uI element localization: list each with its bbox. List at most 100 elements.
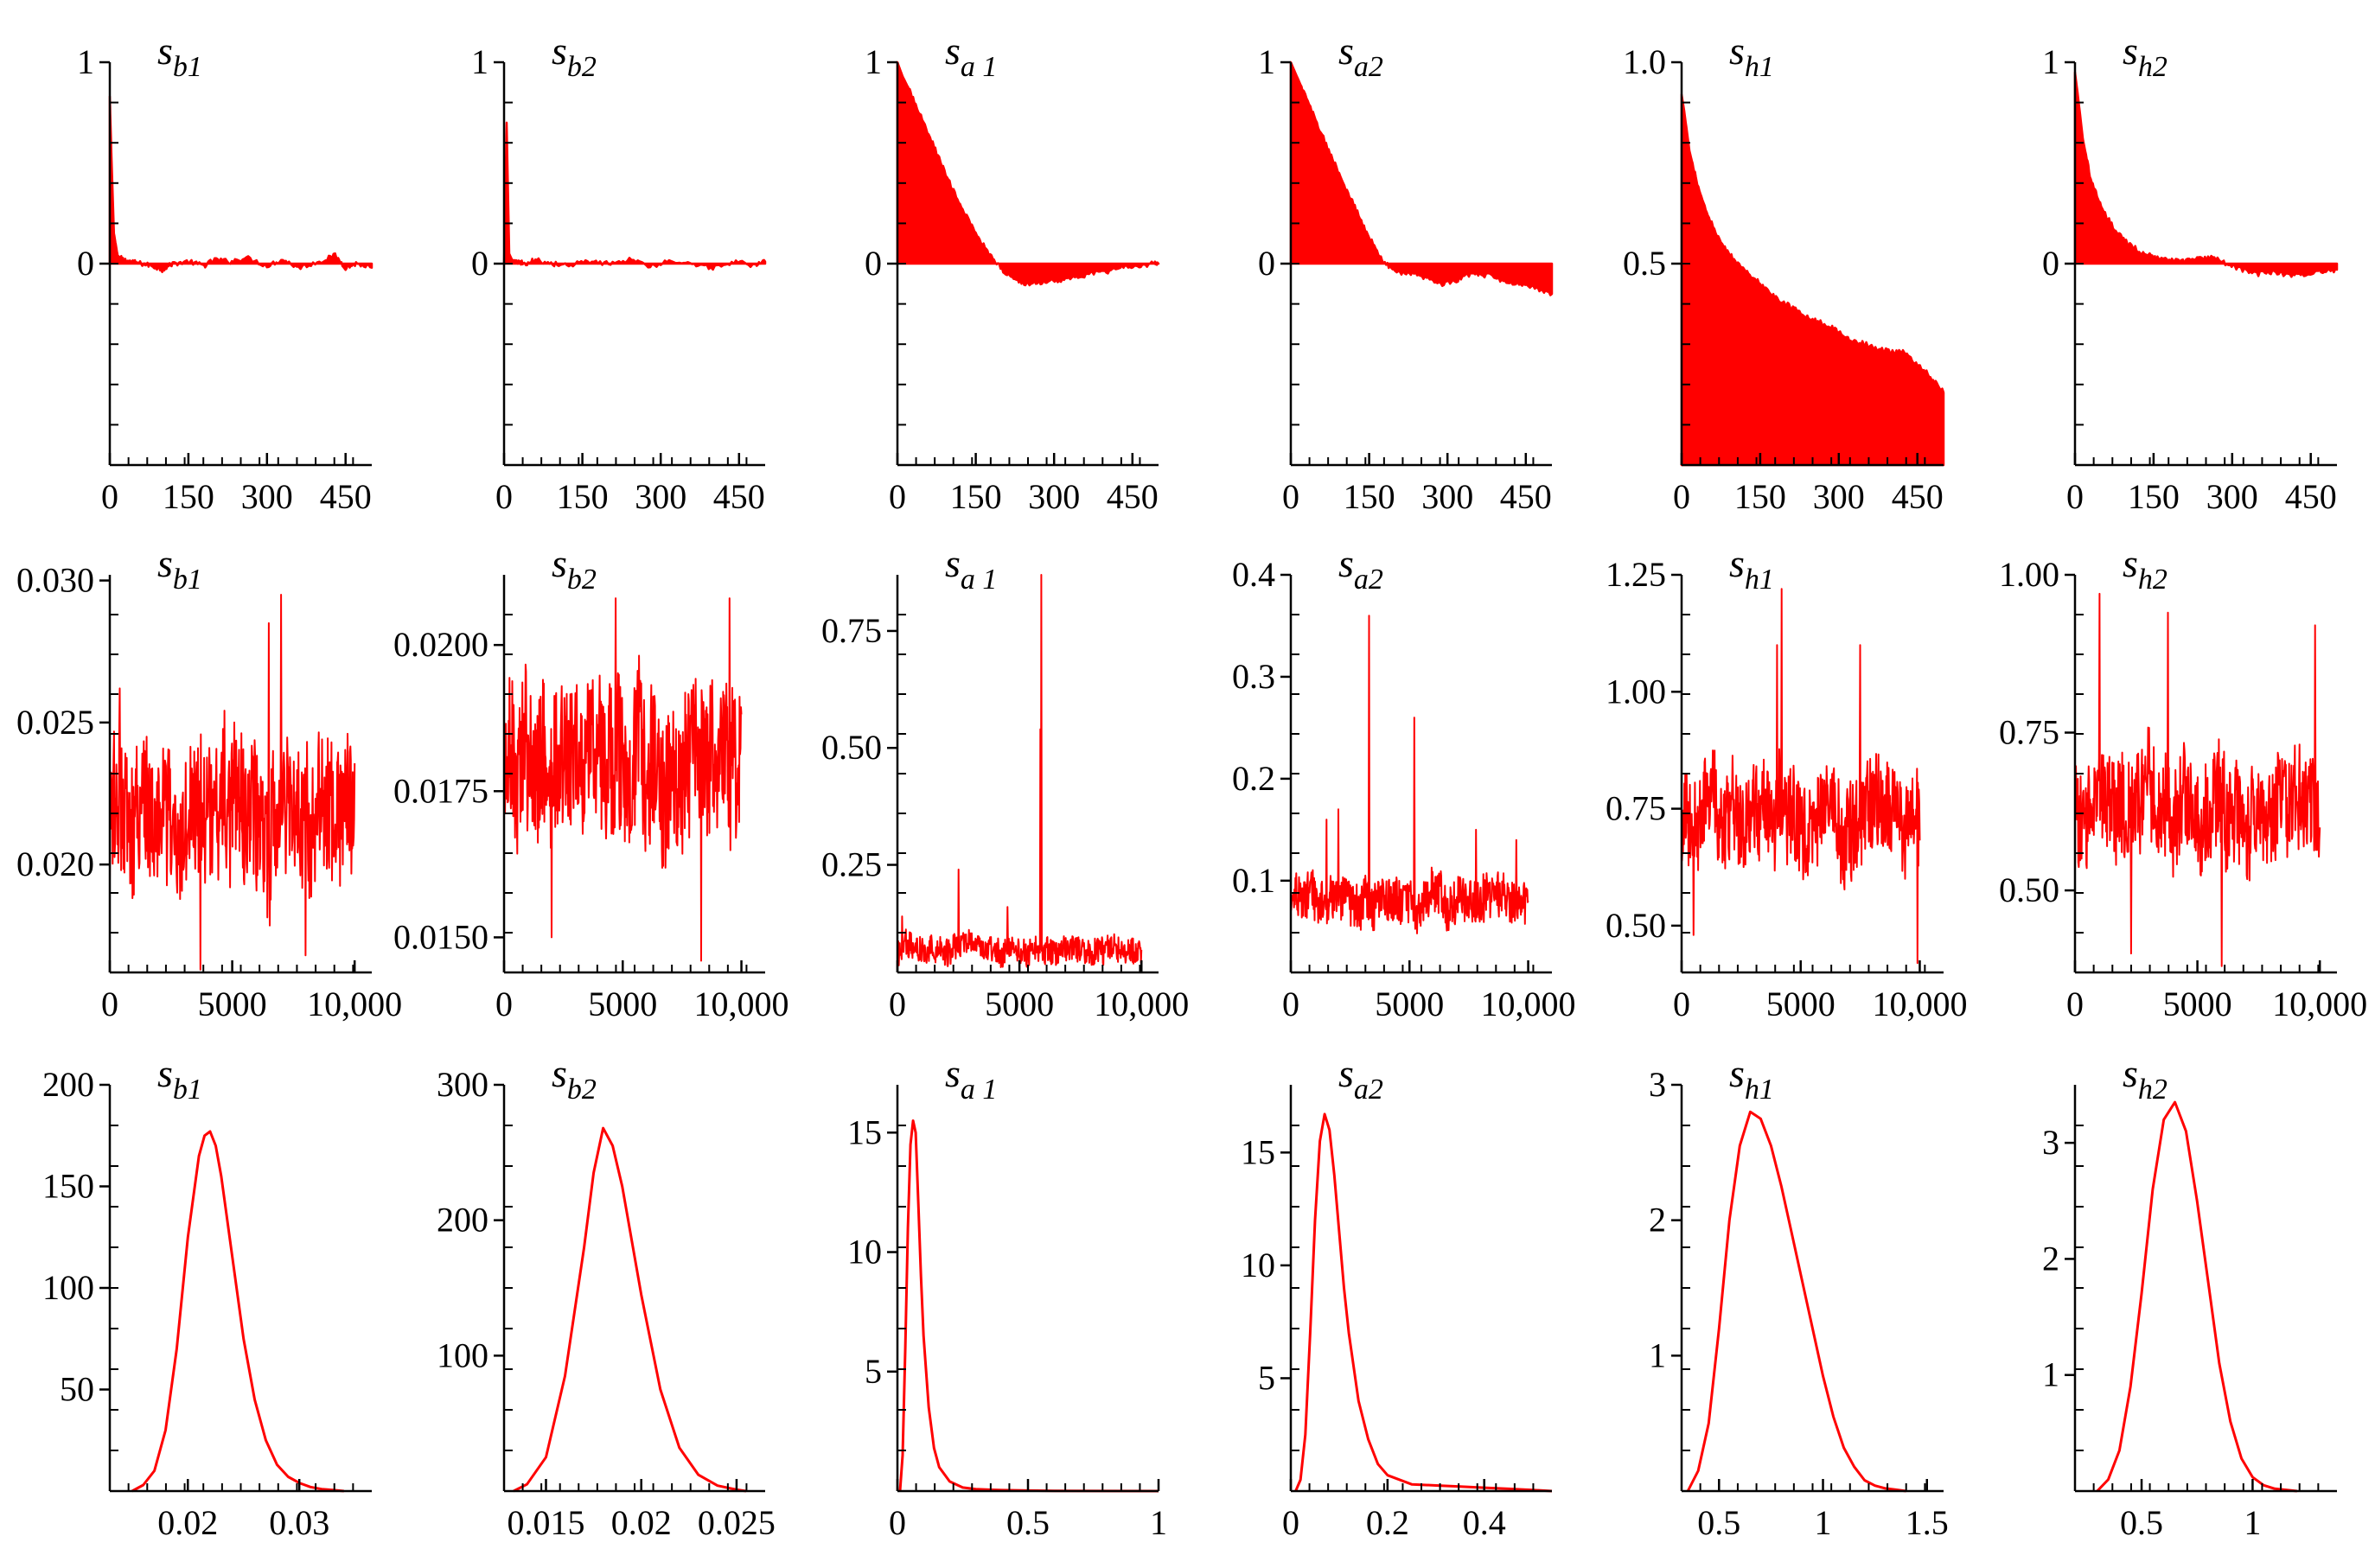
x-tick-label: 5000 — [1766, 985, 1836, 1023]
y-tick-label: 0.4 — [1232, 555, 1275, 594]
y-tick-label: 0.0150 — [393, 917, 488, 956]
y-tick-label: 2 — [1649, 1201, 1666, 1240]
x-tick-label: 150 — [950, 477, 1002, 516]
x-tick-label: 10,000 — [2272, 985, 2367, 1023]
y-tick-label: 0.5 — [1623, 244, 1666, 283]
x-tick-label: 0 — [101, 477, 118, 516]
x-tick-label: 10,000 — [694, 985, 789, 1023]
y-tick-label: 200 — [42, 1065, 94, 1104]
y-tick-label: 0.25 — [821, 845, 882, 884]
x-tick-label: 5000 — [198, 985, 267, 1023]
x-tick-label: 0 — [889, 1503, 906, 1542]
y-tick-label: 3 — [2042, 1123, 2059, 1162]
panel-title: sb1 — [157, 541, 202, 596]
density-curve — [513, 1126, 747, 1493]
x-tick-label: 150 — [2128, 477, 2180, 516]
trace-line — [2074, 592, 2321, 967]
panel-r1-c5: 1.0 0.5 0 150 300 450 sh1 — [1623, 29, 1945, 516]
panel-title: sb2 — [552, 541, 597, 596]
y-tick-label: 1 — [1649, 1335, 1666, 1374]
y-tick-label: 1 — [2042, 1355, 2059, 1394]
x-tick-label: 1 — [1815, 1503, 1832, 1542]
trace-line — [1681, 588, 1921, 965]
y-tick-label: 0.1 — [1232, 861, 1275, 900]
y-tick-label: 0 — [865, 244, 882, 283]
y-tick-label: 0.0175 — [393, 771, 488, 810]
panel-title: sh2 — [2123, 29, 2168, 83]
x-tick-label: 450 — [1892, 477, 1944, 516]
y-tick-label: 10 — [847, 1233, 882, 1272]
y-tick-label: 2 — [2042, 1239, 2059, 1278]
panel-title: sa 1 — [945, 1051, 997, 1106]
x-tick-label: 10,000 — [1481, 985, 1576, 1023]
y-tick-label: 0.75 — [821, 611, 882, 650]
x-tick-label: 10,000 — [307, 985, 402, 1023]
y-tick-label: 1 — [1258, 42, 1275, 81]
panel-title: sb2 — [552, 29, 597, 83]
panel-title: sa2 — [1338, 1051, 1383, 1106]
panel-title: sb1 — [157, 29, 202, 83]
x-tick-label: 150 — [557, 477, 609, 516]
panel-title: sb2 — [552, 1051, 597, 1106]
acf-area — [1289, 61, 1554, 296]
acf-area — [2073, 71, 2339, 278]
x-tick-label: 0.015 — [507, 1503, 584, 1542]
density-curve — [131, 1130, 344, 1493]
x-tick-label: 0.5 — [1006, 1503, 1050, 1542]
x-tick-label: 5000 — [588, 985, 657, 1023]
y-tick-label: 0.0200 — [393, 625, 488, 664]
x-tick-label: 10,000 — [1872, 985, 1967, 1023]
y-tick-label: 1.00 — [1606, 672, 1666, 711]
x-tick-label: 0 — [1282, 477, 1299, 516]
density-curve — [898, 1119, 1159, 1493]
x-tick-label: 0 — [1282, 985, 1299, 1023]
panel-r2-c6: 1.00 0.75 0.50 0 5000 10,000 sh2 — [1999, 541, 2367, 1023]
x-tick-label: 0.02 — [611, 1503, 672, 1542]
y-tick-label: 1 — [2042, 42, 2059, 81]
y-tick-label: 1 — [471, 42, 488, 81]
x-tick-label: 0.5 — [1697, 1503, 1740, 1542]
density-curve — [2096, 1100, 2297, 1493]
panel-r3-c6: 3 2 1 0.5 1 sh2 — [2042, 1051, 2337, 1542]
y-tick-label: 3 — [1649, 1065, 1666, 1104]
y-tick-label: 1 — [865, 42, 882, 81]
x-tick-label: 300 — [1421, 477, 1473, 516]
acf-area — [108, 95, 373, 273]
x-tick-label: 300 — [1028, 477, 1080, 516]
y-tick-label: 0.3 — [1232, 657, 1275, 696]
x-tick-label: 300 — [635, 477, 686, 516]
y-tick-label: 0 — [1258, 244, 1275, 283]
acf-area — [1680, 93, 1945, 467]
y-tick-label: 0.030 — [16, 561, 94, 600]
x-tick-label: 150 — [1344, 477, 1395, 516]
x-tick-label: 0 — [1673, 477, 1690, 516]
x-tick-label: 0.2 — [1366, 1503, 1409, 1542]
panel-title: sh2 — [2123, 1051, 2168, 1106]
x-tick-label: 0 — [2066, 477, 2084, 516]
y-tick-label: 15 — [1241, 1132, 1275, 1171]
y-tick-label: 0.020 — [16, 845, 94, 883]
x-tick-label: 150 — [1734, 477, 1786, 516]
y-tick-label: 10 — [1241, 1246, 1275, 1284]
x-tick-label: 0 — [495, 477, 513, 516]
x-tick-label: 450 — [2285, 477, 2337, 516]
x-tick-label: 0.4 — [1463, 1503, 1506, 1542]
panel-title: sh1 — [1729, 1051, 1774, 1106]
panel-r3-c3: 15 10 5 0 0.5 1 sa 1 — [847, 1051, 1167, 1542]
panel-r2-c1: 0.030 0.025 0.020 0 5000 10,000 sb1 — [16, 541, 402, 1023]
y-tick-label: 0 — [2042, 244, 2059, 283]
y-tick-label: 150 — [42, 1167, 94, 1206]
x-tick-label: 1 — [2244, 1503, 2261, 1542]
x-tick-label: 5000 — [985, 985, 1054, 1023]
panel-r1-c1: 1 0 0 150 300 450 sb1 — [77, 29, 373, 516]
y-tick-label: 0.50 — [821, 728, 882, 767]
panel-r3-c4: 15 10 5 0 0.2 0.4 sa2 — [1241, 1051, 1553, 1542]
panel-title: sb1 — [157, 1051, 202, 1106]
panel-title: sa 1 — [945, 541, 997, 596]
acf-area — [502, 121, 767, 271]
x-tick-label: 0 — [1673, 985, 1690, 1023]
panel-r1-c6: 1 0 0 150 300 450 sh2 — [2042, 29, 2339, 516]
x-tick-label: 300 — [1813, 477, 1865, 516]
